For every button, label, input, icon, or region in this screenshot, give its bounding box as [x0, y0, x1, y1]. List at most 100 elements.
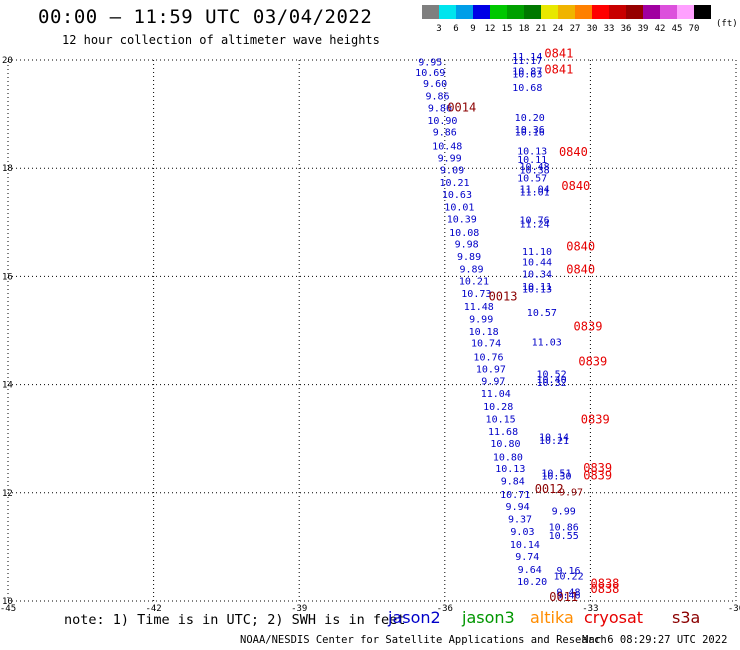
color-scale-label: 15	[502, 24, 513, 34]
swh-data-label: 9.99	[438, 154, 462, 165]
y-tick-label: 12	[2, 489, 13, 499]
color-scale-label: 24	[553, 24, 564, 34]
legend-altika: altika	[530, 608, 574, 627]
swh-data-label: 10.44	[522, 258, 552, 269]
color-scale-label: 70	[689, 24, 700, 34]
swh-data-label: 9.74	[515, 552, 539, 563]
swh-data-label: 11.04	[481, 389, 511, 400]
color-scale-label: 39	[638, 24, 649, 34]
color-scale-swatch	[422, 5, 439, 19]
swh-data-label: 11.48	[464, 302, 494, 313]
swh-data-label: 10.15	[486, 414, 516, 425]
swh-data-label: 9.99	[552, 506, 576, 517]
swh-data-label: 9.99	[469, 314, 493, 325]
pass-time-label: 0014	[447, 100, 476, 114]
pass-time-label: 0011	[549, 590, 578, 604]
swh-data-label: 10.13	[495, 464, 525, 475]
color-scale-swatch	[507, 5, 524, 19]
swh-data-label: 10.55	[549, 531, 579, 542]
swh-data-label: 9.89	[457, 252, 481, 263]
swh-data-label: 10.14	[510, 540, 540, 551]
x-tick-label: -30	[728, 604, 740, 614]
swh-data-label: 10.80	[490, 439, 520, 450]
swh-data-label: 9.37	[508, 515, 532, 526]
legend-jason2: jason2	[388, 608, 441, 627]
swh-data-label: 11.24	[520, 220, 550, 231]
swh-data-label: 11.03	[532, 338, 562, 349]
swh-data-label: 10.51	[541, 469, 571, 480]
color-scale-label: 9	[470, 24, 475, 34]
swh-data-label: 10.34	[522, 269, 552, 280]
swh-data-label: 10.48	[520, 162, 550, 173]
color-scale-bar: 3 6 9 12 15 18 21 24 27 30 33 36 39 42 45 70	[422, 5, 711, 34]
swh-data-label: 11.14	[512, 52, 542, 63]
pass-time-label: 0838	[591, 576, 620, 590]
generated-timestamp: Mar 6 08:29:27 UTC 2022	[582, 634, 728, 646]
color-scale-swatch	[677, 5, 694, 19]
swh-data-label: 10.30	[541, 471, 571, 482]
swh-data-label: 10.40	[537, 375, 567, 386]
color-scale-label: 18	[519, 24, 530, 34]
color-scale-swatch	[490, 5, 507, 19]
color-scale-swatch	[524, 5, 541, 19]
swh-data-label: 9.84	[501, 477, 525, 488]
color-scale-swatch	[609, 5, 626, 19]
swh-data-label: 9.89	[459, 265, 483, 276]
swh-data-label: 11.10	[522, 247, 552, 258]
swh-data-label: 10.71	[500, 490, 530, 501]
swh-data-label: 11.04	[520, 185, 550, 196]
swh-data-label: 10.21	[439, 178, 469, 189]
swh-data-label: 9.60	[423, 79, 447, 90]
swh-data-label: 10.63	[442, 190, 472, 201]
color-scale-swatch	[592, 5, 609, 19]
swh-data-label: 10.52	[537, 370, 567, 381]
pass-time-label: 0838	[591, 582, 620, 596]
pass-time-label: 0840	[559, 145, 588, 159]
pass-time-label: 0839	[581, 413, 610, 427]
color-scale-swatch	[558, 5, 575, 19]
color-scale-label: 21	[536, 24, 547, 34]
swh-data-label: 9.03	[510, 527, 534, 538]
swh-data-label: 9.97	[559, 488, 583, 499]
color-scale-swatch	[439, 5, 456, 19]
pass-time-label: 0840	[566, 263, 595, 277]
plot-frame	[7, 59, 737, 602]
swh-data-label: 9.64	[518, 565, 542, 576]
swh-data-label: 10.14	[539, 432, 569, 443]
legend-s3a: s3a	[672, 608, 701, 627]
swh-data-label: 10.18	[469, 327, 499, 338]
swh-data-label: 10.20	[515, 113, 545, 124]
swh-data-label: 10.11	[522, 282, 552, 293]
swh-data-label: 9.48	[557, 588, 581, 599]
color-scale-label: 6	[453, 24, 458, 34]
x-tick-label: -39	[291, 604, 307, 614]
swh-data-label: 9.09	[440, 166, 464, 177]
page-title: 00:00 – 11:59 UTC 03/04/2022	[38, 6, 373, 28]
footnote: note: 1) Time is in UTC; 2) SWH is in fe…	[64, 612, 406, 628]
swh-data-label: 10.21	[459, 277, 489, 288]
swh-data-label: 11.01	[520, 187, 550, 198]
swh-data-label: 9.86	[433, 128, 457, 139]
swh-data-label: 9.97	[481, 377, 505, 388]
swh-data-label: 10.11	[517, 155, 547, 166]
pass-time-label: 0841	[544, 46, 573, 60]
color-scale-swatch	[626, 5, 643, 19]
color-scale-swatch	[541, 5, 558, 19]
color-scale-swatch	[473, 5, 490, 19]
color-scale-swatch	[456, 5, 473, 19]
swh-data-label: 10.86	[549, 523, 579, 534]
color-scale-swatch	[575, 5, 592, 19]
x-tick-label: -36	[437, 604, 453, 614]
swh-data-label: 10.32	[537, 378, 567, 389]
swh-data-label: 10.68	[512, 83, 542, 94]
swh-data-label: 10.20	[517, 577, 547, 588]
swh-data-label: 10.73	[461, 289, 491, 300]
color-scale-label: 3	[436, 24, 441, 34]
swh-data-label: 10.21	[539, 436, 569, 447]
color-scale-swatch	[643, 5, 660, 19]
swh-data-label: 10.69	[415, 68, 445, 79]
y-tick-label: 14	[2, 381, 13, 391]
y-tick-label: 20	[2, 56, 13, 66]
swh-data-label: 9.86	[425, 91, 449, 102]
